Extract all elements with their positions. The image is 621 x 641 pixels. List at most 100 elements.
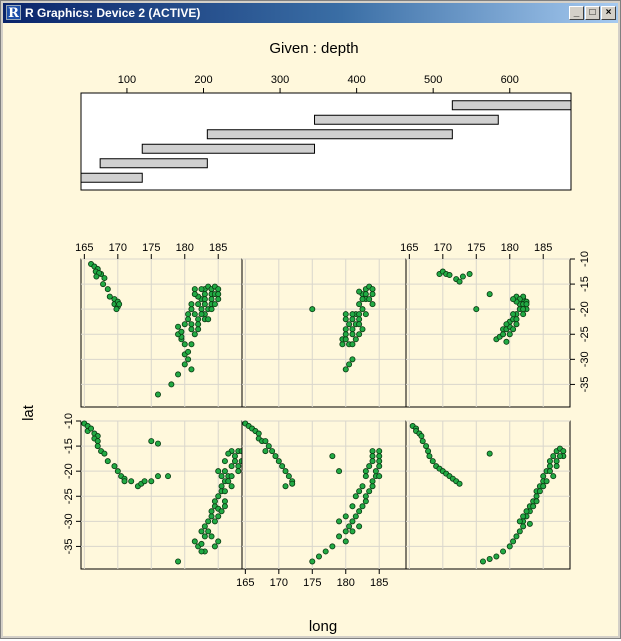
data-point — [342, 538, 349, 545]
data-point — [369, 453, 376, 460]
data-point — [211, 301, 218, 308]
data-point — [349, 518, 356, 525]
axes: 165 170 175 180 185 165 170 175 180 185 165 170 175 1… — [63, 242, 591, 589]
data-point — [154, 391, 161, 398]
data-point — [175, 323, 182, 330]
data-point — [372, 468, 379, 475]
data-point — [362, 291, 369, 298]
data-point — [94, 443, 101, 450]
data-point — [503, 338, 510, 345]
data-point — [376, 463, 383, 470]
data-point — [272, 453, 279, 460]
data-point — [191, 286, 198, 293]
data-point — [154, 473, 161, 480]
data-point — [349, 341, 356, 348]
data-point — [141, 478, 148, 485]
data-point — [419, 438, 426, 445]
data-point — [215, 468, 222, 475]
data-point — [111, 463, 118, 470]
data-point — [342, 331, 349, 338]
y-tick-label: -35 — [63, 538, 75, 554]
x-tick-label: 170 — [434, 242, 452, 254]
data-point — [366, 296, 373, 303]
data-point — [339, 341, 346, 348]
data-point — [456, 278, 463, 285]
data-point — [349, 528, 356, 535]
close-icon: × — [605, 7, 612, 18]
given-tick-label: 200 — [194, 74, 212, 86]
window-titlebar[interactable]: R R Graphics: Device 2 (ACTIVE) _ □ × — [3, 3, 618, 23]
data-point — [423, 443, 430, 450]
data-point — [329, 453, 336, 460]
given-tick-label: 600 — [501, 74, 519, 86]
data-point — [185, 348, 192, 355]
data-point — [211, 498, 218, 505]
data-point — [510, 538, 517, 545]
data-point — [556, 453, 563, 460]
data-point — [188, 301, 195, 308]
data-point — [205, 518, 212, 525]
data-point — [479, 558, 486, 565]
minimize-button[interactable]: _ — [569, 6, 584, 20]
data-point — [175, 558, 182, 565]
data-point — [359, 326, 366, 333]
data-point — [201, 533, 208, 540]
data-point — [309, 306, 316, 313]
coplot-chart: Given : depth long lat 100 200 300 400 500 60… — [3, 23, 618, 636]
data-point — [523, 301, 530, 308]
data-point — [533, 498, 540, 505]
data-point — [418, 433, 425, 440]
y-tick-label: -10 — [63, 413, 75, 429]
data-point — [282, 483, 289, 490]
data-point — [205, 316, 212, 323]
y-tick-label: -35 — [579, 376, 591, 392]
y-tick-label: -20 — [63, 463, 75, 479]
data-point — [269, 448, 276, 455]
given-tick-label: 300 — [271, 74, 289, 86]
maximize-button[interactable]: □ — [585, 6, 600, 20]
data-point — [128, 478, 135, 485]
data-point — [231, 453, 238, 460]
data-point — [366, 463, 373, 470]
data-point — [362, 468, 369, 475]
data-point — [446, 272, 453, 279]
data-point — [165, 473, 172, 480]
data-point — [342, 528, 349, 535]
data-point — [208, 533, 215, 540]
data-point — [486, 555, 493, 562]
data-point — [218, 483, 225, 490]
data-point — [289, 480, 296, 487]
data-point — [356, 331, 363, 338]
data-point — [425, 448, 432, 455]
data-point — [221, 458, 228, 465]
y-tick-label: -10 — [579, 251, 591, 267]
data-point — [154, 440, 161, 447]
data-point — [221, 468, 228, 475]
data-point — [228, 463, 235, 470]
data-point — [178, 328, 185, 335]
data-point — [208, 306, 215, 313]
given-interval-bar — [206, 129, 453, 140]
data-point — [116, 301, 123, 308]
data-point — [198, 311, 205, 318]
data-point — [191, 538, 198, 545]
data-point — [185, 356, 192, 363]
data-point — [198, 286, 205, 293]
data-point — [262, 448, 269, 455]
data-point — [369, 478, 376, 485]
data-point — [336, 518, 343, 525]
x-tick-label: 175 — [142, 242, 160, 254]
data-point — [426, 453, 433, 460]
x-tick-label: 185 — [370, 577, 388, 589]
data-point — [369, 291, 376, 298]
close-button[interactable]: × — [601, 6, 616, 20]
data-point — [113, 306, 120, 313]
data-point — [188, 326, 195, 333]
data-point — [359, 483, 366, 490]
data-point — [336, 468, 343, 475]
x-tick-label: 175 — [303, 577, 321, 589]
data-point — [175, 371, 182, 378]
data-point — [188, 366, 195, 373]
data-point — [560, 448, 567, 455]
